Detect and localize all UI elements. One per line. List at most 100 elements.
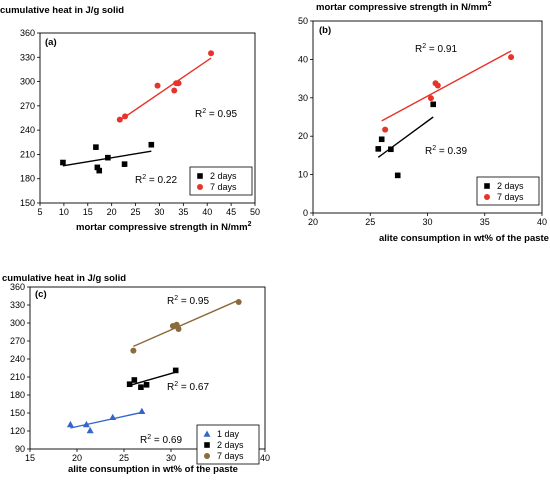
panel-label: (c) bbox=[35, 289, 47, 300]
x-tick-label: 40 bbox=[202, 207, 212, 217]
r-squared-label: R2 = 0.69 bbox=[140, 434, 182, 446]
data-point bbox=[175, 80, 182, 87]
y-tick-label: 270 bbox=[20, 101, 35, 111]
r-squared-label-base: R bbox=[195, 109, 202, 120]
data-point bbox=[427, 95, 434, 102]
r-squared-label-sup: 2 bbox=[174, 381, 178, 388]
data-point bbox=[130, 347, 137, 354]
panel-label: (b) bbox=[319, 25, 331, 36]
chart-panel-2: 20 25 30 35 40 0 10 20 30 40 50 mortar compressive … bbox=[298, 1, 549, 244]
x-tick-label: 40 bbox=[260, 453, 270, 463]
r-squared-label-sup: 2 bbox=[174, 295, 178, 302]
legend-entry: 7 days bbox=[217, 451, 244, 461]
r-squared-label-value: = 0.95 bbox=[178, 296, 209, 307]
data-point bbox=[116, 116, 123, 123]
data-point bbox=[143, 382, 150, 388]
x-axis-title-base: mortar compressive strength in N/mm bbox=[76, 222, 248, 233]
x-tick-label: 35 bbox=[480, 217, 490, 227]
y-tick-label: 360 bbox=[10, 282, 25, 292]
x-tick-label: 15 bbox=[25, 453, 35, 463]
y-tick-label: 330 bbox=[20, 52, 35, 62]
y-tick-label: 240 bbox=[20, 125, 35, 135]
series-2-days: R2 = 0.22 bbox=[60, 141, 177, 186]
data-point bbox=[66, 420, 74, 428]
r-squared-label-sup: 2 bbox=[432, 145, 436, 152]
r-squared-label-base: R bbox=[167, 296, 174, 307]
y-tick-label: 300 bbox=[20, 77, 35, 87]
y-tick-label: 20 bbox=[298, 131, 308, 141]
series-7-days: R2 = 0.95 bbox=[116, 50, 237, 123]
data-point bbox=[430, 101, 437, 108]
x-tick-label: 25 bbox=[131, 207, 141, 217]
legend-marker bbox=[203, 430, 211, 437]
x-tick-label: 25 bbox=[365, 217, 375, 227]
y-tick-label: 180 bbox=[20, 174, 35, 184]
r-squared-label: R2 = 0.95 bbox=[167, 295, 209, 307]
legend-entry: 2 days bbox=[217, 440, 244, 450]
r-squared-label-base: R bbox=[425, 146, 432, 157]
fit-line bbox=[119, 57, 212, 122]
data-point bbox=[138, 407, 146, 414]
legend-box bbox=[189, 166, 253, 196]
y-tick-label: 240 bbox=[10, 354, 25, 364]
r-squared-label-base: R bbox=[415, 44, 422, 55]
x-axis-title: alite consumption in wt% of the paste bbox=[68, 464, 238, 475]
data-point bbox=[82, 420, 90, 428]
legend-marker bbox=[204, 453, 210, 459]
r-squared-label: R2 = 0.22 bbox=[135, 174, 177, 186]
data-point bbox=[388, 146, 394, 153]
legend-entry: 2 days bbox=[497, 181, 524, 191]
data-point bbox=[138, 384, 144, 390]
series-1-day: R2 = 0.69 bbox=[66, 407, 182, 446]
x-tick-label: 25 bbox=[119, 453, 129, 463]
r-squared-label-value: = 0.69 bbox=[151, 435, 182, 446]
r-squared-label-sup: 2 bbox=[147, 434, 151, 441]
r-squared-label-base: R bbox=[167, 382, 174, 393]
y-tick-label: 50 bbox=[298, 16, 308, 26]
r-squared-label-base: R bbox=[140, 435, 147, 446]
panel-label: (a) bbox=[45, 37, 57, 48]
series-7-days: R2 = 0.95 bbox=[130, 295, 242, 354]
x-tick-label: 50 bbox=[250, 207, 260, 217]
data-point bbox=[378, 136, 385, 143]
r-squared-label-sup: 2 bbox=[422, 43, 426, 50]
series-7-days: R2 = 0.91 bbox=[381, 43, 515, 133]
r-squared-label-value: = 0.95 bbox=[206, 109, 237, 120]
data-point bbox=[96, 167, 103, 174]
r-squared-label: R2 = 0.67 bbox=[167, 381, 209, 393]
data-point bbox=[508, 54, 515, 61]
r-squared-label: R2 = 0.39 bbox=[425, 145, 467, 157]
r-squared-label-sup: 2 bbox=[202, 108, 206, 115]
legend-entry: 7 days bbox=[497, 192, 524, 202]
data-point bbox=[394, 172, 401, 179]
data-point bbox=[93, 144, 99, 150]
data-point bbox=[60, 159, 66, 166]
fit-line bbox=[377, 116, 434, 158]
data-point bbox=[171, 87, 178, 94]
x-tick-label: 40 bbox=[537, 217, 547, 227]
y-tick-label: 30 bbox=[298, 93, 308, 103]
r-squared-label: R2 = 0.95 bbox=[195, 108, 237, 120]
y-tick-label: 330 bbox=[10, 300, 25, 310]
data-point bbox=[154, 82, 161, 89]
x-tick-label: 35 bbox=[178, 207, 188, 217]
y-tick-label: 0 bbox=[303, 208, 308, 218]
r-squared-label-value: = 0.22 bbox=[146, 175, 177, 186]
y-tick-label: 40 bbox=[298, 54, 308, 64]
r-squared-label-sup: 2 bbox=[142, 174, 146, 181]
data-point bbox=[375, 146, 382, 152]
legend-marker bbox=[484, 194, 490, 200]
x-tick-label: 30 bbox=[422, 217, 432, 227]
y-tick-label: 210 bbox=[20, 149, 35, 159]
legend-marker bbox=[484, 183, 490, 189]
data-point bbox=[235, 299, 242, 305]
r-squared-label-value: = 0.39 bbox=[436, 146, 467, 157]
legend-marker bbox=[197, 184, 203, 190]
legend-box bbox=[476, 176, 540, 206]
legend-entry: 7 days bbox=[210, 182, 237, 192]
x-tick-label: 5 bbox=[37, 207, 42, 217]
data-point bbox=[148, 141, 155, 148]
